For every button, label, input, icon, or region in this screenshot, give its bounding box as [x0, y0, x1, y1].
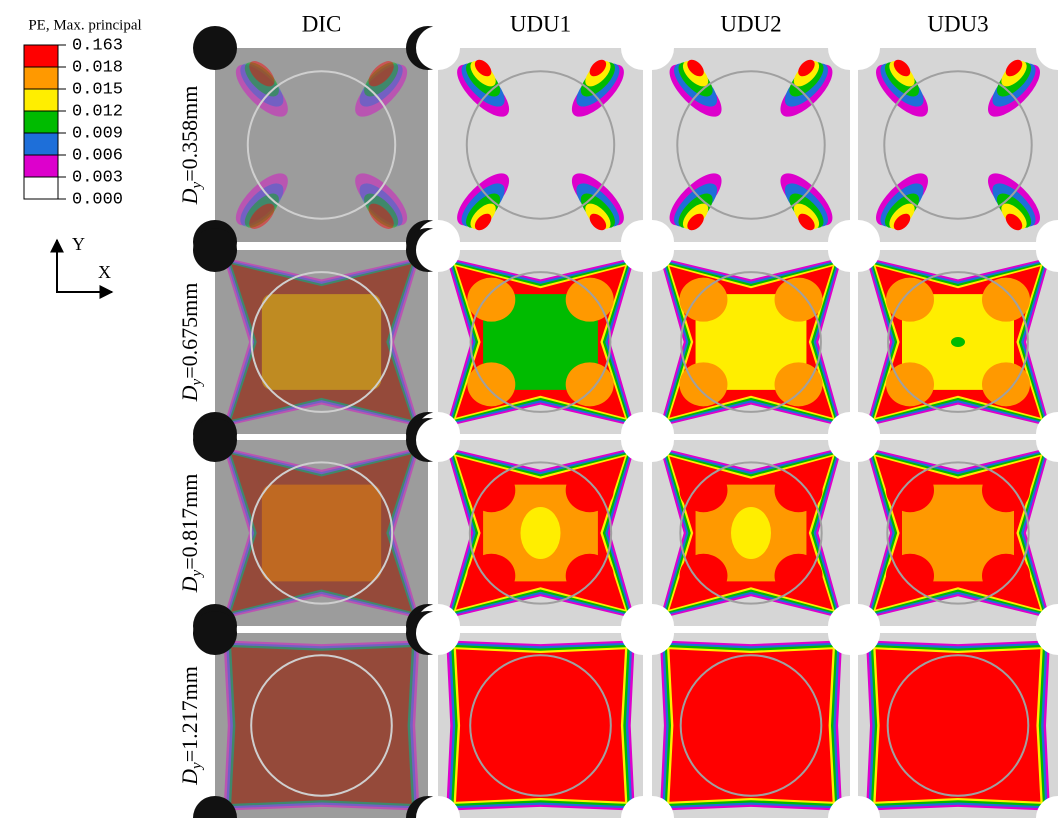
fixture-hole: [193, 611, 237, 655]
row-symbol: D: [177, 385, 202, 402]
row-label: Dy=0.358mm: [177, 86, 205, 206]
contour-panel: [193, 26, 450, 264]
row-label: Dy=0.817mm: [177, 474, 205, 594]
row-value: =1.217mm: [177, 666, 202, 762]
legend-label: 0.003: [72, 168, 123, 187]
figure: PE, Max. principal 0.1630.0180.0150.0120…: [0, 0, 1058, 818]
contour-panel: [416, 228, 665, 456]
center-zone: [521, 507, 561, 559]
fixture-hole: [416, 228, 460, 272]
row-subscript: y: [189, 181, 205, 190]
legend-swatch: [24, 45, 58, 67]
fixture-hole: [193, 26, 237, 70]
row-value: =0.358mm: [177, 86, 202, 182]
strain-zone: [231, 647, 412, 804]
contour-panel: [193, 228, 450, 456]
center-zone: [731, 507, 771, 559]
legend-title: PE, Max. principal: [28, 17, 141, 33]
row-symbol: D: [177, 188, 202, 205]
fixture-hole: [630, 418, 674, 462]
contour-panel: [836, 418, 1058, 648]
strain-zone: [456, 649, 625, 801]
row-label: Dy=1.217mm: [177, 666, 205, 786]
legend-swatch: [24, 67, 58, 89]
fixture-hole: [193, 418, 237, 462]
fixture-hole: [416, 418, 460, 462]
corner-zone: [566, 278, 614, 322]
fixture-hole: [416, 611, 460, 655]
legend-label: 0.018: [72, 58, 123, 77]
legend-label: 0.012: [72, 102, 123, 121]
contour-panel: [416, 26, 665, 264]
contour-panel: [836, 611, 1058, 818]
contour-panel: [416, 611, 665, 818]
contour-panel: [630, 228, 872, 456]
row-subscript: y: [189, 569, 205, 578]
contour-panel: [836, 26, 1058, 264]
contour-panel: [416, 418, 665, 648]
legend: 0.163 0.018 0.015 0.012 0.009 0.006 0.003 0.000: [24, 36, 123, 209]
row-value: =0.675mm: [177, 283, 202, 379]
legend-label: 0.163: [72, 36, 123, 55]
corner-zone: [467, 278, 515, 322]
row-subscript: y: [189, 378, 205, 387]
contour-panel: [193, 418, 450, 648]
column-header: UDU2: [720, 11, 781, 36]
fixture-hole: [630, 611, 674, 655]
corner-zone: [566, 362, 614, 406]
legend-swatch: [24, 89, 58, 111]
legend-label: 0.006: [72, 146, 123, 165]
y-axis-label: Y: [72, 234, 85, 254]
contour-panel: [630, 418, 872, 648]
legend-swatch: [24, 155, 58, 177]
column-header: UDU1: [510, 11, 571, 36]
row-label: Dy=0.675mm: [177, 283, 205, 403]
legend-swatch: [24, 133, 58, 155]
contour-panel: [193, 611, 450, 818]
row-symbol: D: [177, 576, 202, 593]
fixture-hole: [416, 26, 460, 70]
x-axis-label: X: [98, 262, 111, 282]
row-subscript: y: [189, 762, 205, 771]
legend-swatch: [24, 111, 58, 133]
contour-panel: [630, 611, 872, 818]
center-zone: [951, 337, 965, 347]
strain-zone: [876, 649, 1041, 801]
legend-label: 0.000: [72, 190, 123, 209]
legend-swatch: [24, 177, 58, 199]
axis-triad: Y X: [56, 234, 112, 292]
panel-grid: DICUDU1UDU2UDU3Dy=0.358mmDy=0.675mmDy=0.…: [177, 11, 1058, 818]
column-header: UDU3: [927, 11, 988, 36]
fixture-hole: [836, 26, 880, 70]
legend-label: 0.015: [72, 80, 123, 99]
fixture-hole: [836, 418, 880, 462]
center-zone: [262, 294, 381, 390]
center-zone: [262, 485, 381, 582]
fixture-hole: [836, 611, 880, 655]
contour-panel: [630, 26, 872, 264]
fixture-hole: [630, 26, 674, 70]
strain-zone: [669, 649, 832, 801]
fixture-hole: [193, 228, 237, 272]
legend-label: 0.009: [72, 124, 123, 143]
column-header: DIC: [302, 11, 342, 36]
fixture-hole: [630, 228, 674, 272]
fixture-hole: [836, 228, 880, 272]
corner-zone: [467, 362, 515, 406]
row-value: =0.817mm: [177, 474, 202, 570]
row-symbol: D: [177, 769, 202, 786]
